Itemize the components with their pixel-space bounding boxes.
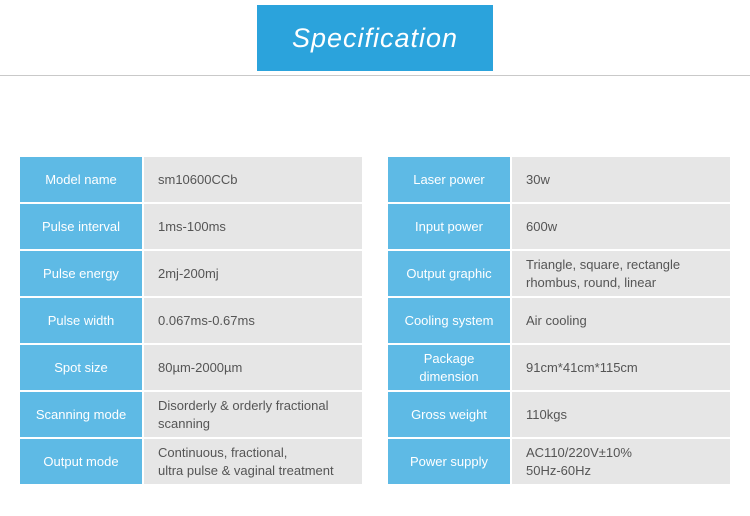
table-row: Package dimension91cm*41cm*115cm [388, 345, 730, 390]
spec-label: Input power [388, 204, 510, 249]
spec-value: Continuous, fractional,ultra pulse & vag… [144, 439, 362, 484]
spec-value: Disorderly & orderly fractional scanning [144, 392, 362, 437]
spec-value: Triangle, square, rectangle rhombus, rou… [512, 251, 730, 296]
spec-value: 80µm-2000µm [144, 345, 362, 390]
title-bar: Specification [0, 0, 750, 76]
spec-label: Cooling system [388, 298, 510, 343]
spec-value: 0.067ms-0.67ms [144, 298, 362, 343]
table-row: Power supplyAC110/220V±10%50Hz-60Hz [388, 439, 730, 484]
spec-label: Pulse energy [20, 251, 142, 296]
spec-value: 2mj-200mj [144, 251, 362, 296]
spec-label: Pulse width [20, 298, 142, 343]
table-row: Model namesm10600CCb [20, 157, 362, 202]
spec-table-right: Laser power30wInput power600wOutput grap… [386, 155, 732, 486]
table-row: Pulse width0.067ms-0.67ms [20, 298, 362, 343]
spec-label: Laser power [388, 157, 510, 202]
spec-label: Output mode [20, 439, 142, 484]
spec-label: Power supply [388, 439, 510, 484]
spec-label: Output graphic [388, 251, 510, 296]
spec-value: 30w [512, 157, 730, 202]
spec-label: Model name [20, 157, 142, 202]
spec-label: Package dimension [388, 345, 510, 390]
spec-value: Air cooling [512, 298, 730, 343]
page-title: Specification [292, 23, 458, 54]
spec-label: Spot size [20, 345, 142, 390]
table-row: Input power600w [388, 204, 730, 249]
spec-value: 110kgs [512, 392, 730, 437]
spec-tables: Model namesm10600CCbPulse interval1ms-10… [0, 76, 750, 486]
spec-label: Pulse interval [20, 204, 142, 249]
spec-value: 91cm*41cm*115cm [512, 345, 730, 390]
table-row: Laser power30w [388, 157, 730, 202]
spec-value: AC110/220V±10%50Hz-60Hz [512, 439, 730, 484]
table-row: Output graphicTriangle, square, rectangl… [388, 251, 730, 296]
table-row: Pulse energy2mj-200mj [20, 251, 362, 296]
spec-value: 1ms-100ms [144, 204, 362, 249]
table-row: Pulse interval1ms-100ms [20, 204, 362, 249]
spec-table-left: Model namesm10600CCbPulse interval1ms-10… [18, 155, 364, 486]
title-box: Specification [257, 5, 493, 71]
table-row: Cooling systemAir cooling [388, 298, 730, 343]
table-row: Gross weight110kgs [388, 392, 730, 437]
table-row: Output modeContinuous, fractional,ultra … [20, 439, 362, 484]
spec-label: Scanning mode [20, 392, 142, 437]
spec-value: 600w [512, 204, 730, 249]
table-row: Scanning modeDisorderly & orderly fracti… [20, 392, 362, 437]
spec-value: sm10600CCb [144, 157, 362, 202]
spec-label: Gross weight [388, 392, 510, 437]
table-row: Spot size80µm-2000µm [20, 345, 362, 390]
